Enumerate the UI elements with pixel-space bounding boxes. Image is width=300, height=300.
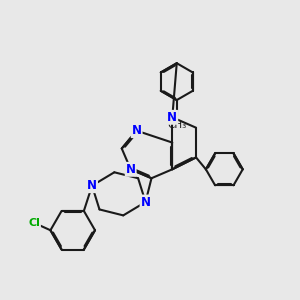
Text: Cl: Cl: [28, 218, 40, 228]
Text: N: N: [126, 163, 136, 176]
Text: N: N: [140, 196, 151, 208]
Text: N: N: [167, 111, 177, 124]
Text: CH₃: CH₃: [167, 120, 186, 130]
Text: N: N: [132, 124, 142, 137]
Text: N: N: [87, 179, 97, 192]
